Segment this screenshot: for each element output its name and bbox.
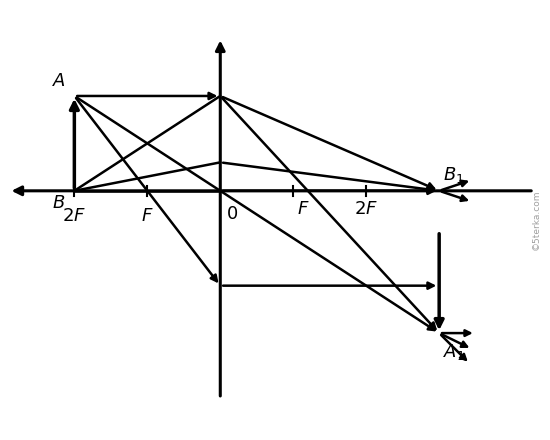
- Text: $F$: $F$: [297, 200, 310, 218]
- Text: $F$: $F$: [141, 207, 153, 225]
- Text: $A$: $A$: [52, 72, 65, 90]
- Text: $B_1$: $B_1$: [443, 165, 464, 185]
- Text: $0$: $0$: [226, 205, 238, 223]
- Text: ©5terka.com: ©5terka.com: [531, 190, 541, 250]
- Text: $B$: $B$: [52, 194, 65, 213]
- Text: $2F$: $2F$: [62, 207, 86, 225]
- Text: $2F$: $2F$: [354, 200, 378, 218]
- Text: $A_1$: $A_1$: [443, 342, 465, 362]
